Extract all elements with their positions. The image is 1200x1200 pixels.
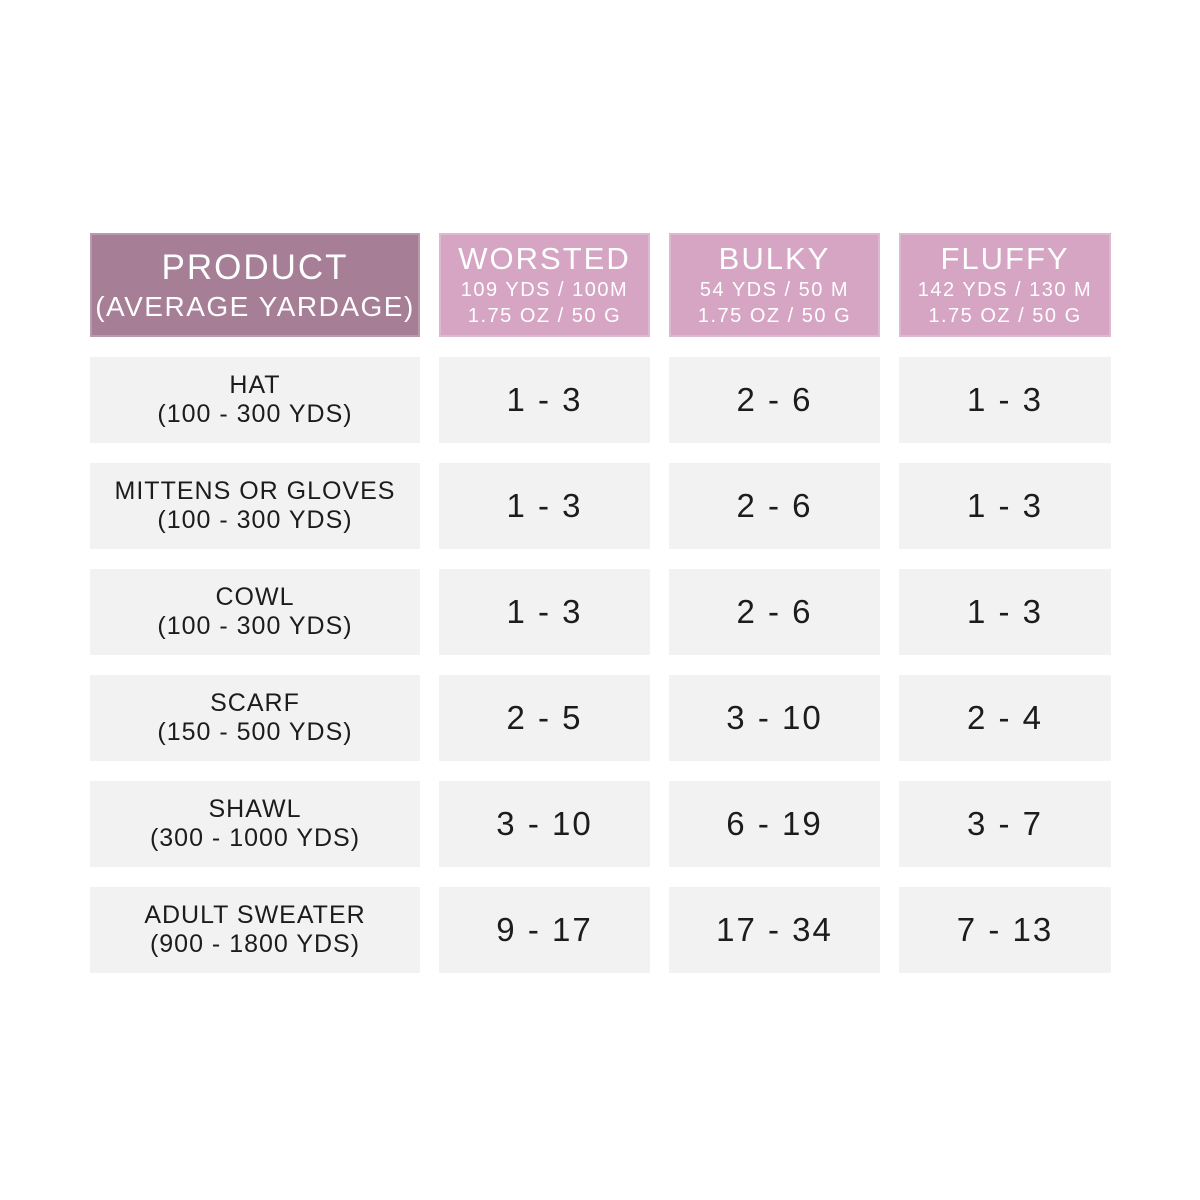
column-header-fluffy: FLUFFY 142 YDS / 130 M 1.75 OZ / 50 G: [899, 233, 1111, 337]
value-sweater-worsted: 9 - 17: [439, 887, 650, 973]
value-scarf-fluffy: 2 - 4: [899, 675, 1111, 761]
value-scarf-worsted: 2 - 5: [439, 675, 650, 761]
product-cell-scarf: SCARF (150 - 500 YDS): [90, 675, 420, 761]
product-yardage: (900 - 1800 YDS): [149, 930, 361, 958]
value-shawl-bulky: 6 - 19: [669, 781, 880, 867]
product-yardage: (100 - 300 YDS): [157, 612, 353, 640]
product-yardage: (100 - 300 YDS): [157, 400, 353, 428]
column-header-worsted: WORSTED 109 YDS / 100M 1.75 OZ / 50 G: [439, 233, 650, 337]
yarn-name: FLUFFY: [940, 241, 1070, 277]
product-yardage: (100 - 300 YDS): [157, 506, 353, 534]
product-cell-cowl: COWL (100 - 300 YDS): [90, 569, 420, 655]
value-mittens-bulky: 2 - 6: [669, 463, 880, 549]
yarn-name: WORSTED: [458, 241, 631, 277]
value-hat-fluffy: 1 - 3: [899, 357, 1111, 443]
value-cowl-bulky: 2 - 6: [669, 569, 880, 655]
yarn-yardage-spec: 109 YDS / 100M: [460, 278, 629, 301]
yardage-table: PRODUCT (AVERAGE YARDAGE) WORSTED 109 YD…: [90, 233, 1111, 973]
value-cowl-worsted: 1 - 3: [439, 569, 650, 655]
value-hat-bulky: 2 - 6: [669, 357, 880, 443]
yarn-weight-spec: 1.75 OZ / 50 G: [697, 304, 852, 327]
yarn-yardage-spec: 54 YDS / 50 M: [699, 278, 850, 301]
product-yardage: (150 - 500 YDS): [157, 718, 353, 746]
product-header-title: PRODUCT: [161, 247, 349, 287]
product-header-subtitle: (AVERAGE YARDAGE): [95, 291, 415, 323]
value-shawl-worsted: 3 - 10: [439, 781, 650, 867]
column-header-bulky: BULKY 54 YDS / 50 M 1.75 OZ / 50 G: [669, 233, 880, 337]
value-scarf-bulky: 3 - 10: [669, 675, 880, 761]
product-cell-shawl: SHAWL (300 - 1000 YDS): [90, 781, 420, 867]
value-cowl-fluffy: 1 - 3: [899, 569, 1111, 655]
product-yardage: (300 - 1000 YDS): [149, 824, 361, 852]
value-hat-worsted: 1 - 3: [439, 357, 650, 443]
product-cell-hat: HAT (100 - 300 YDS): [90, 357, 420, 443]
value-sweater-fluffy: 7 - 13: [899, 887, 1111, 973]
product-name: ADULT SWEATER: [144, 901, 366, 930]
yarn-weight-spec: 1.75 OZ / 50 G: [928, 304, 1082, 327]
product-header-cell: PRODUCT (AVERAGE YARDAGE): [90, 233, 420, 337]
value-shawl-fluffy: 3 - 7: [899, 781, 1111, 867]
product-cell-mittens-or-gloves: MITTENS OR GLOVES (100 - 300 YDS): [90, 463, 420, 549]
yarn-yardage-spec: 142 YDS / 130 M: [917, 278, 1093, 301]
product-name: MITTENS OR GLOVES: [114, 477, 396, 506]
product-name: HAT: [229, 371, 281, 400]
product-cell-adult-sweater: ADULT SWEATER (900 - 1800 YDS): [90, 887, 420, 973]
value-sweater-bulky: 17 - 34: [669, 887, 880, 973]
value-mittens-worsted: 1 - 3: [439, 463, 650, 549]
product-name: SCARF: [210, 689, 300, 718]
yarn-name: BULKY: [718, 241, 831, 277]
value-mittens-fluffy: 1 - 3: [899, 463, 1111, 549]
product-name: COWL: [215, 583, 295, 612]
yarn-weight-spec: 1.75 OZ / 50 G: [467, 304, 622, 327]
product-name: SHAWL: [208, 795, 302, 824]
